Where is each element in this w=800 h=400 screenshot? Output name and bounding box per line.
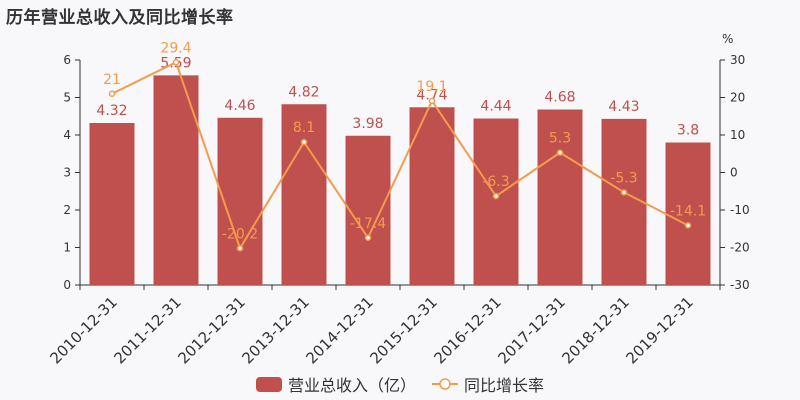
- growth-point: [236, 245, 244, 252]
- bar: [409, 107, 455, 285]
- x-tick-label: 2015-12-31: [366, 293, 440, 367]
- y-right-tick-label: 0: [730, 166, 738, 180]
- bar: [345, 135, 391, 285]
- y-right-tick-label: -30: [730, 278, 750, 292]
- growth-point: [620, 189, 628, 196]
- legend: 营业总收入（亿） 同比增长率: [0, 372, 800, 396]
- legend-bar-swatch: [255, 376, 282, 392]
- growth-value-label: 5.3: [549, 131, 571, 147]
- y-left-tick-label: 6: [63, 53, 71, 67]
- y-left-tick-label: 5: [63, 91, 71, 105]
- growth-point: [300, 138, 308, 146]
- y-right-tick-label: -20: [730, 241, 750, 255]
- growth-point: [172, 59, 180, 66]
- growth-point: [428, 97, 436, 105]
- bar: [89, 123, 135, 285]
- y-right-tick-label: -10: [730, 203, 750, 217]
- growth-value-label: -14.1: [670, 203, 706, 219]
- y-right-unit-label: %: [722, 32, 733, 46]
- y-right-tick-label: 10: [730, 128, 745, 142]
- x-tick-label: 2018-12-31: [558, 293, 632, 367]
- bar: [665, 142, 711, 285]
- growth-line: [111, 60, 689, 251]
- bar-value-label: 3.98: [352, 116, 383, 132]
- growth-point: [556, 149, 564, 156]
- bar: [281, 104, 327, 285]
- bar-value-label: 4.74: [416, 87, 447, 103]
- y-left-tick-label: 4: [63, 128, 71, 142]
- y-left-tick-label: 2: [63, 203, 71, 217]
- growth-value-label: -5.3: [610, 170, 637, 186]
- legend-item-growth[interactable]: 同比增长率: [432, 372, 544, 396]
- growth-point: [684, 222, 692, 229]
- y-right-tick-label: 30: [730, 53, 745, 67]
- bar-value-label: 4.43: [608, 99, 639, 115]
- legend-label-revenue: 营业总收入（亿）: [287, 376, 416, 395]
- growth-point: [492, 192, 500, 200]
- chart-title: 历年营业总收入及同比增长率: [6, 8, 234, 28]
- y-left-tick-label: 1: [63, 241, 71, 255]
- x-tick-label: 2010-12-31: [46, 293, 120, 367]
- growth-point: [108, 90, 116, 97]
- bar-value-label: 3.8: [677, 123, 699, 139]
- y-left-tick-label: 3: [63, 166, 71, 180]
- bar: [153, 75, 199, 285]
- growth-value-label: 21: [103, 72, 121, 88]
- bar-value-label: 4.46: [224, 98, 255, 114]
- x-tick-label: 2017-12-31: [494, 293, 568, 367]
- growth-value-label: 8.1: [293, 120, 315, 136]
- growth-value-label: -20.2: [222, 226, 258, 242]
- growth-value-label: -17.4: [350, 216, 386, 232]
- growth-point: [364, 234, 372, 241]
- bar-value-label: 4.82: [288, 84, 319, 100]
- y-right-tick-label: 20: [730, 91, 745, 105]
- x-tick-label: 2012-12-31: [174, 293, 248, 367]
- x-tick-label: 2013-12-31: [238, 293, 312, 367]
- bar: [217, 117, 263, 285]
- y-left-tick-label: 0: [63, 278, 71, 292]
- bar: [601, 118, 647, 285]
- bar: [537, 109, 583, 285]
- x-tick-label: 2011-12-31: [110, 293, 184, 367]
- bar-value-label: 4.68: [544, 90, 575, 106]
- legend-item-revenue[interactable]: 营业总收入（亿）: [255, 372, 416, 396]
- growth-value-label: 19.1: [416, 79, 447, 95]
- legend-line-swatch: [432, 378, 458, 390]
- x-tick-label: 2014-12-31: [302, 293, 376, 367]
- bar-value-label: 4.44: [480, 99, 511, 115]
- growth-value-label: 29.4: [160, 40, 191, 56]
- legend-label-growth: 同比增长率: [464, 376, 545, 395]
- bar-value-label: 4.32: [96, 103, 127, 119]
- x-tick-label: 2016-12-31: [430, 293, 504, 367]
- growth-value-label: -6.3: [482, 174, 509, 190]
- bar: [473, 118, 519, 285]
- x-tick-label: 2019-12-31: [622, 293, 696, 367]
